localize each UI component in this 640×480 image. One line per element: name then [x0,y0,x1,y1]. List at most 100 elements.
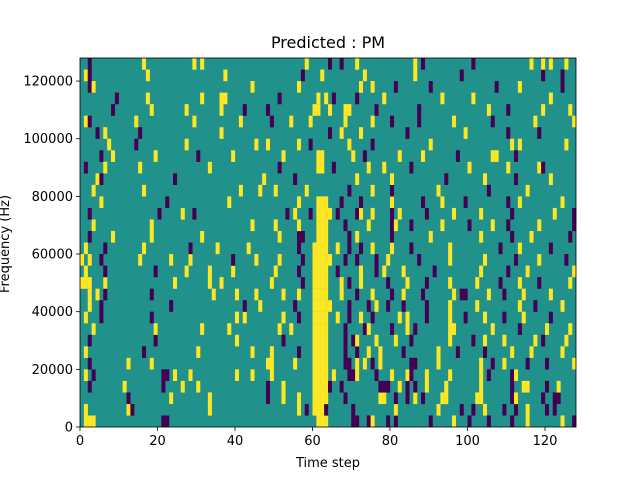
heatmap-cell [328,58,333,70]
heatmap-cell [219,127,224,139]
heatmap-cell [359,265,364,278]
heatmap-cell [83,115,88,128]
heatmap-cell [331,161,336,174]
heatmap-cell [448,242,453,255]
x-tick-label: 0 [76,434,84,449]
heatmap-cell [502,357,507,370]
heatmap-cell [250,81,255,93]
heatmap-cell [95,127,100,139]
heatmap-cell [103,277,108,289]
heatmap-cell [448,277,453,289]
heatmap-cell [483,403,488,416]
heatmap-cell [386,300,391,312]
heatmap-cell [486,184,491,197]
heatmap-cell [359,207,364,220]
heatmap-cell [405,277,410,289]
heatmap-cell [173,277,178,289]
heatmap-cell [405,311,410,324]
heatmap-cell [95,288,100,301]
heatmap-cell [281,380,286,393]
heatmap-cell [448,254,453,266]
heatmap-cell [188,254,193,266]
heatmap-cell [297,403,302,416]
heatmap-cell [91,323,96,335]
heatmap-cell [277,323,282,335]
heatmap-cell [572,415,577,428]
heatmap-cell [316,334,321,347]
x-tick-label: 80 [382,434,399,449]
x-tick-label: 60 [304,434,321,449]
heatmap-cell [370,138,375,151]
heatmap-cell [351,369,356,382]
heatmap-cell [459,69,464,82]
heatmap-cell [320,323,325,335]
heatmap-cell [316,357,321,370]
heatmap-cell [362,150,367,162]
heatmap-cell [494,150,499,162]
heatmap-cell [87,380,92,393]
heatmap-cell [99,254,104,266]
heatmap-cell [149,104,154,116]
heatmap-cell [99,311,104,324]
heatmap-cell [324,288,329,301]
heatmap-cell [316,254,321,266]
heatmap-cell [316,369,321,382]
heatmap-cell [339,380,344,393]
heatmap-cell [258,300,263,312]
heatmap-cell [560,300,565,312]
heatmap-cell [111,104,116,116]
heatmap-cell [312,380,317,393]
heatmap-cell [545,403,550,416]
heatmap-cell [308,115,313,128]
heatmap-cell [502,288,507,301]
heatmap-cell [165,369,170,382]
heatmap-cell [436,184,441,197]
heatmap-cell [490,150,495,162]
heatmap-cell [541,161,546,174]
heatmap-cell [138,254,143,266]
heatmap-cell [207,161,212,174]
heatmap-cell [200,92,205,105]
heatmap-cell [355,207,360,220]
heatmap-cell [564,334,569,347]
heatmap-cell [87,254,92,266]
heatmap-cell [266,380,271,393]
heatmap-cell [459,403,464,416]
heatmap-cell [517,323,522,335]
heatmap-cell [223,92,228,105]
heatmap-cell [324,230,329,243]
heatmap-cell [378,357,383,370]
x-tick-label: 40 [227,434,244,449]
heatmap-cell [297,219,302,232]
heatmap-cell [293,173,298,185]
heatmap-cell [285,207,290,220]
heatmap-cell [316,207,321,220]
heatmap-cell [331,369,336,382]
heatmap-cell [444,392,449,405]
heatmap-cell [386,254,391,266]
heatmap-cell [525,380,530,393]
heatmap-cell [506,219,511,232]
heatmap-cell [308,207,313,220]
heatmap-cell [378,380,383,393]
heatmap-cell [138,127,143,139]
heatmap-cell [320,230,325,243]
heatmap-cell [494,81,499,93]
heatmap-cell [374,300,379,312]
heatmap-cell [568,230,573,243]
plot-area [79,57,577,428]
heatmap-cell [355,254,360,266]
heatmap-cell [242,104,247,116]
chart-title: Predicted : PM [271,33,385,52]
heatmap-cell [312,300,317,312]
heatmap-cell [103,242,108,255]
heatmap-cell [184,104,189,116]
heatmap-cell [316,104,321,116]
heatmap-cell [320,161,325,174]
heatmap-cell [405,323,410,335]
heatmap-cell [533,115,538,128]
heatmap-cell [355,288,360,301]
heatmap-cell [517,196,522,209]
heatmap-cell [87,415,92,428]
heatmap-cell [463,196,468,209]
